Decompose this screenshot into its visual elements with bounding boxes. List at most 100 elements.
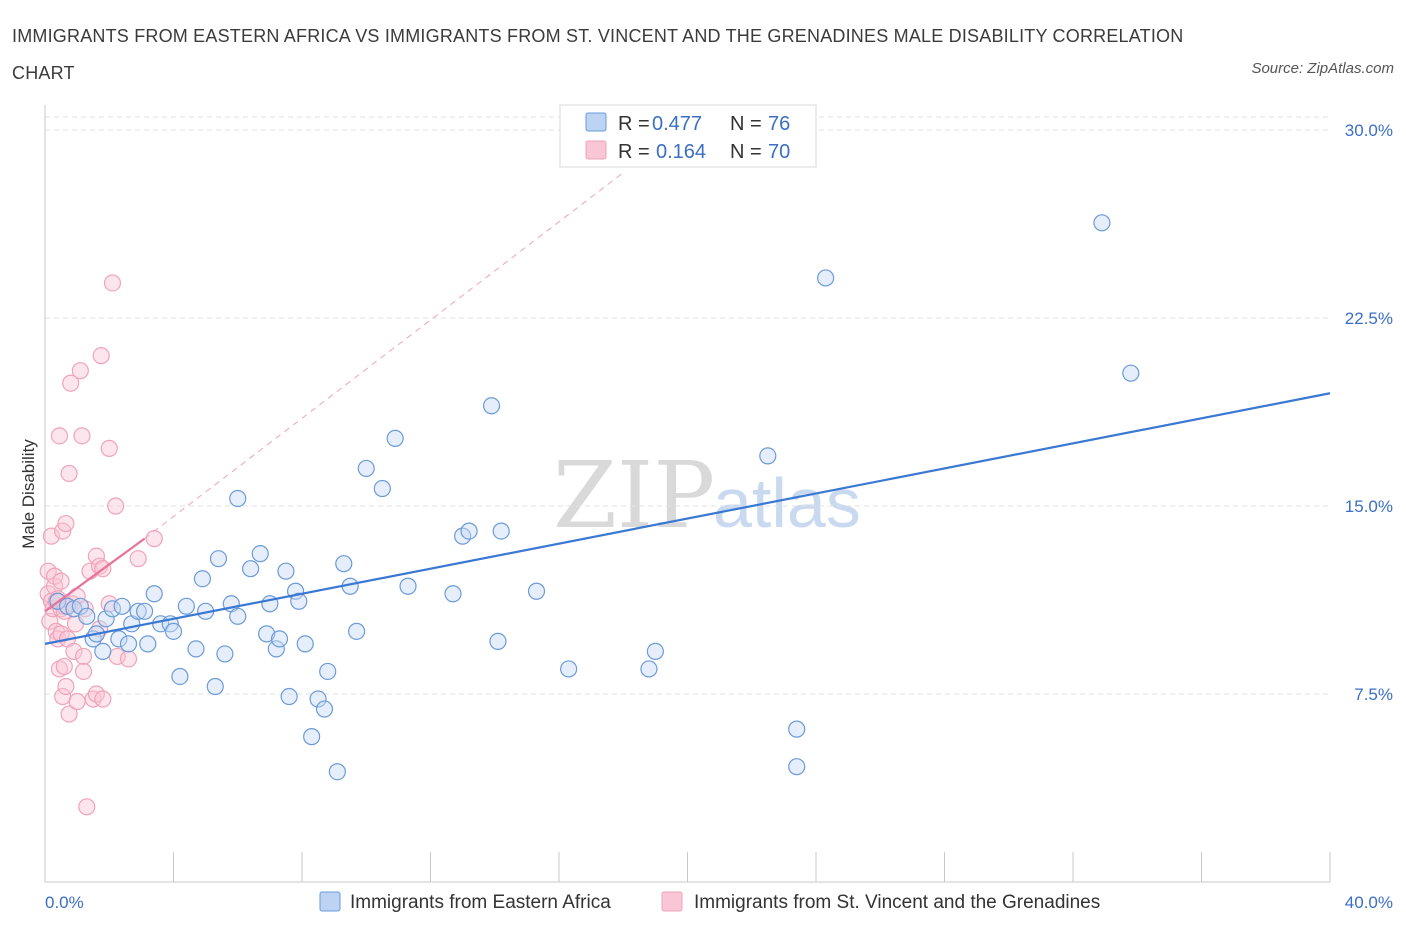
y-tick-label: 7.5% [1354, 685, 1393, 704]
blue-point [335, 555, 353, 573]
blue-point [135, 602, 154, 620]
source-label: Source: ZipAtlas.com [1251, 60, 1394, 77]
blue-point [94, 642, 112, 661]
x-tick-label-max: 40.0% [1345, 893, 1393, 912]
pink-point [94, 690, 112, 708]
pink-point [57, 677, 75, 696]
blue-point [206, 677, 224, 696]
blue-point [242, 560, 260, 578]
bottom-legend-swatch-pink [661, 891, 683, 912]
blue-point [315, 700, 334, 718]
legend-swatch-pink [585, 140, 607, 160]
y-tick-labels: 7.5% 15.0% 22.5% 30.0% [1345, 121, 1393, 704]
pink-point [57, 514, 75, 533]
y-tick-label: 15.0% [1345, 497, 1393, 516]
blue-point [280, 687, 298, 706]
blue-point [348, 622, 366, 640]
legend-box: R = 0.477 N = 76 R = 0.164 N = 70 [559, 104, 817, 168]
bottom-legend: Immigrants from Eastern Africa Immigrant… [319, 891, 1100, 913]
blue-point [817, 269, 835, 287]
legend-swatch-blue [585, 112, 607, 132]
blue-point [460, 522, 478, 540]
blue-point [328, 763, 346, 781]
pink-point [78, 798, 96, 816]
blue-trend-line [44, 392, 1331, 645]
blue-point [319, 662, 337, 681]
blue-point [560, 660, 578, 678]
pink-point [52, 572, 70, 590]
blue-point [229, 607, 247, 625]
blue-point [110, 630, 128, 648]
blue-point [145, 585, 163, 603]
pink-point [65, 642, 83, 661]
legend-r-value-blue: 0.477 [652, 113, 702, 135]
blue-point [788, 720, 806, 738]
pink-trend-line [44, 537, 146, 613]
blue-point [267, 640, 285, 658]
blue-point [482, 397, 501, 415]
y-tick-label: 22.5% [1345, 309, 1393, 328]
legend-r-label-pink: R = [618, 141, 650, 163]
blue-point [303, 728, 321, 746]
pink-point [50, 660, 69, 678]
blue-point [527, 582, 546, 600]
pink-point [119, 650, 138, 668]
pink-point [60, 464, 78, 483]
pink-point [100, 439, 118, 457]
pink-point [92, 347, 110, 365]
legend-n-value-blue: 76 [768, 113, 790, 135]
pink-point [107, 497, 125, 515]
pink-point [74, 662, 93, 681]
watermark-atlas: atlas [713, 464, 861, 542]
bottom-legend-label-pink: Immigrants from St. Vincent and the Gren… [694, 892, 1100, 913]
blue-point [164, 622, 183, 640]
pink-trend-extension [144, 172, 624, 540]
chart-title: IMMIGRANTS FROM EASTERN AFRICA VS IMMIGR… [12, 26, 1184, 83]
blue-point [139, 635, 157, 653]
blue-point [309, 690, 327, 708]
blue-point [788, 758, 806, 776]
blue-point [193, 570, 212, 588]
bottom-legend-swatch-blue [319, 891, 341, 912]
blue-point [187, 640, 205, 658]
blue-point [1093, 214, 1111, 232]
x-tick-label-min: 0.0% [45, 893, 84, 912]
blue-point [78, 607, 96, 625]
blue-point [71, 597, 89, 615]
blue-point [129, 602, 147, 620]
blue-point [277, 562, 295, 580]
y-tick-label: 30.0% [1345, 121, 1393, 140]
blue-point [216, 645, 234, 663]
blue-point [1122, 364, 1140, 382]
trend-lines [144, 172, 624, 540]
blue-point [492, 522, 510, 540]
y-axis-title: Male Disability [19, 439, 38, 549]
blue-point [296, 635, 314, 653]
blue-point [646, 642, 664, 661]
series-pink-points [39, 274, 163, 816]
blue-point [270, 630, 289, 648]
x-ticks [44, 852, 1331, 882]
legend-r-label-blue: R = [618, 113, 650, 135]
blue-point [97, 610, 115, 628]
pink-point [73, 427, 91, 445]
blue-point [489, 632, 507, 650]
pink-point [68, 692, 86, 711]
blue-point [373, 479, 391, 498]
blue-point [399, 577, 417, 595]
blue-point [444, 585, 462, 603]
pink-point [71, 362, 89, 380]
blue-point [759, 447, 777, 465]
legend-n-value-pink: 70 [768, 141, 790, 163]
pink-point [74, 647, 93, 666]
legend-r-value-pink: 0.164 [656, 141, 706, 163]
legend-n-label-pink: N = [730, 141, 762, 163]
blue-point [251, 545, 269, 563]
legend-n-label-blue: N = [730, 113, 762, 135]
blue-point [386, 429, 404, 447]
blue-point [103, 600, 122, 618]
pink-point [60, 705, 78, 723]
blue-point [229, 489, 247, 508]
watermark-zip: ZIP [553, 442, 715, 549]
